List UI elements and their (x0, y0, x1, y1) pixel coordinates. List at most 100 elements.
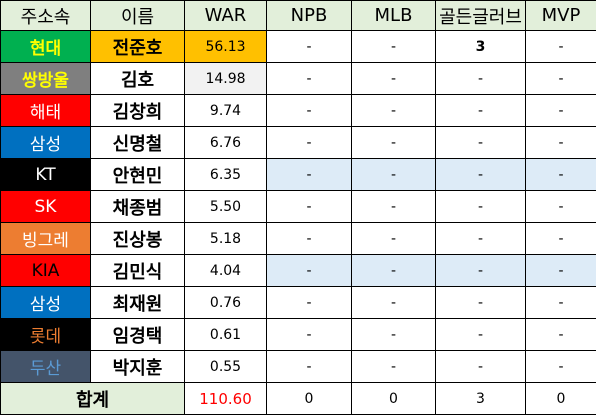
war-cell: 14.98 (184, 62, 267, 95)
name-cell: 김호 (90, 62, 185, 95)
name-cell: 전준호 (90, 30, 185, 63)
npb-cell: - (266, 94, 352, 127)
header-mlb: MLB (351, 0, 436, 31)
golden-glove-cell: - (435, 62, 526, 95)
total-row: 합계 110.60 0 0 3 0 (0, 382, 596, 415)
mlb-cell: - (351, 30, 436, 63)
name-cell: 임경택 (90, 318, 185, 351)
header-golden-glove: 골든글러브 (435, 0, 526, 31)
mvp-cell: - (525, 190, 596, 223)
golden-glove-cell: - (435, 222, 526, 255)
mlb-cell: - (351, 94, 436, 127)
mvp-cell: - (525, 350, 596, 383)
war-cell: 0.76 (184, 286, 267, 319)
npb-cell: - (266, 62, 352, 95)
npb-cell: - (266, 30, 352, 63)
name-cell: 박지훈 (90, 350, 185, 383)
team-cell: 롯데 (0, 318, 91, 351)
team-cell: 삼성 (0, 286, 91, 319)
mvp-cell: - (525, 62, 596, 95)
total-golden-glove: 3 (435, 382, 526, 415)
golden-glove-cell: - (435, 190, 526, 223)
war-cell: 0.55 (184, 350, 267, 383)
team-cell: 해태 (0, 94, 91, 127)
war-cell: 6.35 (184, 158, 267, 191)
table-row: KT 안현민 6.35- - - - (0, 158, 596, 191)
header-name: 이름 (90, 0, 185, 31)
npb-cell: - (266, 190, 352, 223)
war-cell: 0.61 (184, 318, 267, 351)
table-row: 두산 박지훈 0.55- - - - (0, 350, 596, 383)
table-row: SK 채종범 5.50- - - - (0, 190, 596, 223)
table-row: 롯데 임경택 0.61- - - - (0, 318, 596, 351)
team-cell: SK (0, 190, 91, 223)
mlb-cell: - (351, 126, 436, 159)
name-cell: 진상봉 (90, 222, 185, 255)
mvp-cell: - (525, 30, 596, 63)
war-cell: 56.13 (184, 30, 267, 63)
header-team: 주소속 (0, 0, 91, 31)
header-npb: NPB (266, 0, 352, 31)
golden-glove-cell: 3 (435, 30, 526, 63)
total-mvp: 0 (525, 382, 596, 415)
mlb-cell: - (351, 222, 436, 255)
mvp-cell: - (525, 222, 596, 255)
golden-glove-cell: - (435, 318, 526, 351)
npb-cell: - (266, 350, 352, 383)
team-cell: 쌍방울 (0, 62, 91, 95)
table-row: 해태 김창희 9.74- - - - (0, 94, 596, 127)
total-npb: 0 (266, 382, 352, 415)
header-war: WAR (184, 0, 267, 31)
npb-cell: - (266, 318, 352, 351)
mlb-cell: - (351, 350, 436, 383)
npb-cell: - (266, 158, 352, 191)
table-row: 삼성 최재원 0.76- - - - (0, 286, 596, 319)
table-row: 빙그레 진상봉 5.18- - - - (0, 222, 596, 255)
war-cell: 5.50 (184, 190, 267, 223)
table-row: 현대 전준호 56.13- -3- (0, 30, 596, 63)
name-cell: 김민식 (90, 254, 185, 287)
team-cell: KT (0, 158, 91, 191)
golden-glove-cell: - (435, 158, 526, 191)
war-cell: 5.18 (184, 222, 267, 255)
npb-cell: - (266, 222, 352, 255)
npb-cell: - (266, 126, 352, 159)
npb-cell: - (266, 254, 352, 287)
table-row: KIA 김민식 4.04- - - - (0, 254, 596, 287)
team-cell: KIA (0, 254, 91, 287)
name-cell: 신명철 (90, 126, 185, 159)
golden-glove-cell: - (435, 254, 526, 287)
mlb-cell: - (351, 318, 436, 351)
mvp-cell: - (525, 126, 596, 159)
mlb-cell: - (351, 286, 436, 319)
mvp-cell: - (525, 318, 596, 351)
mlb-cell: - (351, 62, 436, 95)
team-cell: 빙그레 (0, 222, 91, 255)
golden-glove-cell: - (435, 350, 526, 383)
golden-glove-cell: - (435, 126, 526, 159)
name-cell: 최재원 (90, 286, 185, 319)
header-mvp: MVP (525, 0, 596, 31)
mvp-cell: - (525, 286, 596, 319)
mvp-cell: - (525, 94, 596, 127)
mvp-cell: - (525, 158, 596, 191)
golden-glove-cell: - (435, 286, 526, 319)
total-mlb: 0 (351, 382, 436, 415)
mlb-cell: - (351, 254, 436, 287)
war-cell: 4.04 (184, 254, 267, 287)
table-row: 쌍방울 김호 14.98- - - - (0, 62, 596, 95)
total-label: 합계 (0, 382, 185, 415)
mlb-cell: - (351, 190, 436, 223)
team-cell: 현대 (0, 30, 91, 63)
team-cell: 삼성 (0, 126, 91, 159)
header-row: 주소속 이름 WAR NPB MLB 골든글러브 MVP (0, 0, 596, 31)
name-cell: 김창희 (90, 94, 185, 127)
name-cell: 채종범 (90, 190, 185, 223)
npb-cell: - (266, 286, 352, 319)
golden-glove-cell: - (435, 94, 526, 127)
team-cell: 두산 (0, 350, 91, 383)
war-cell: 6.76 (184, 126, 267, 159)
mvp-cell: - (525, 254, 596, 287)
mlb-cell: - (351, 158, 436, 191)
